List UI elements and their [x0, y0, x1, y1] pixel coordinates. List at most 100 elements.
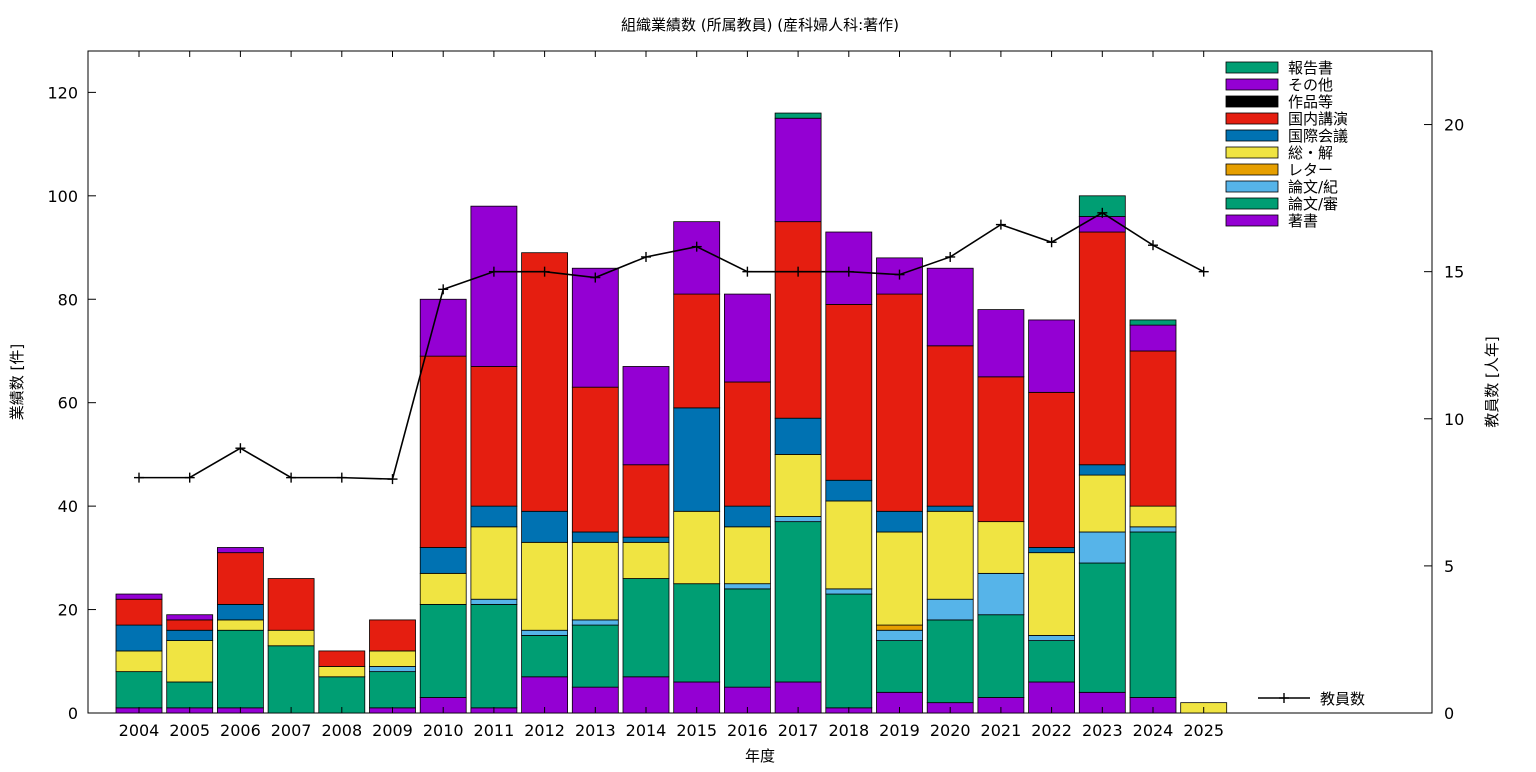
bar-segment-2020-その他	[926, 267, 974, 347]
line-point-2019	[894, 269, 905, 280]
line-point-2023	[1097, 207, 1108, 218]
bar-segment-2011-国内講演	[470, 366, 518, 507]
bar-segment-2020-国内講演	[926, 345, 974, 507]
x-tick-label: 2024	[1133, 721, 1174, 740]
line-point-2011	[488, 266, 499, 277]
line-point-2009	[387, 474, 398, 485]
bar-segment-2007-論文/審	[267, 645, 315, 714]
bar-segment-2019-総・解	[876, 531, 923, 626]
y2-tick-label: 0	[1444, 704, 1454, 723]
bar-segment-2013-国内講演	[571, 386, 619, 533]
line-point-2012	[539, 266, 550, 277]
legend-item-論文/紀: 論文/紀	[1225, 178, 1338, 196]
bar-segment-2018-論文/審	[825, 593, 873, 709]
x-tick-label: 2007	[271, 721, 312, 740]
bar-segment-2007-総・解	[267, 629, 315, 647]
legend-swatch	[1225, 146, 1279, 159]
bar-segment-2019-国際会議	[876, 510, 923, 533]
y-tick-label: 40	[58, 497, 78, 516]
axes-group: 0 20 40 60 80 100 120 0 5 10 15 20 2004 2005 2006 2007 2…	[47, 51, 1464, 740]
bar-segment-2011-国際会議	[470, 505, 518, 528]
bar-segment-2009-総・解	[369, 650, 416, 667]
y2-axis-label: 教員数 [人年]	[1483, 336, 1501, 427]
y-axis-label: 業績数 [件]	[8, 344, 26, 420]
x-tick-label: 2010	[423, 721, 464, 740]
legend-label: 論文/紀	[1288, 178, 1338, 196]
legend-swatch	[1225, 112, 1279, 125]
bar-segment-2008-総・解	[318, 666, 366, 678]
bar-segment-2017-論文/紀	[774, 516, 822, 523]
x-tick-label: 2005	[169, 721, 210, 740]
bars-group	[115, 112, 1228, 714]
line-point-2008	[336, 472, 347, 483]
bar-segment-2012-論文/紀	[521, 629, 568, 636]
legend-item-著書: 著書	[1225, 212, 1318, 230]
bar-segment-2014-その他	[622, 366, 670, 466]
legend-swatch	[1225, 163, 1279, 176]
bar-segment-2006-総・解	[216, 619, 264, 631]
bar-segment-2004-国内講演	[115, 598, 163, 626]
bar-segment-2023-論文/審	[1078, 562, 1126, 693]
legend-swatch	[1225, 95, 1279, 108]
bar-segment-2011-総・解	[470, 526, 518, 600]
bar-segment-2017-その他	[774, 117, 822, 223]
bar-segment-2021-国内講演	[977, 376, 1025, 523]
line-point-2022	[1046, 237, 1057, 248]
line-point-2016	[742, 266, 753, 277]
bar-segment-2014-論文/審	[622, 578, 670, 678]
bar-segment-2018-総・解	[825, 500, 873, 590]
bar-segment-2023-論文/紀	[1078, 531, 1126, 564]
bar-segment-2013-総・解	[571, 541, 619, 621]
y-tick-label: 60	[58, 394, 78, 413]
bar-segment-2023-総・解	[1078, 474, 1126, 533]
bar-segment-2007-国内講演	[267, 578, 315, 631]
legend-swatch	[1225, 197, 1279, 210]
bar-segment-2022-国際会議	[1028, 547, 1075, 554]
bar-segment-2020-論文/審	[926, 619, 974, 704]
bar-segment-2009-国内講演	[369, 619, 416, 652]
bar-segment-2014-国際会議	[622, 536, 670, 543]
line-point-2020	[945, 251, 956, 262]
bar-segment-2023-その他	[1078, 216, 1126, 233]
line-point-2014	[641, 251, 651, 262]
legend-label: 作品等	[1288, 93, 1333, 111]
bar-segment-2012-国際会議	[521, 510, 568, 543]
legend-swatch	[1225, 214, 1279, 227]
bar-segment-2021-総・解	[977, 521, 1025, 574]
bar-segment-2012-国内講演	[521, 252, 568, 512]
bar-segment-2006-国際会議	[216, 603, 264, 621]
legend-label: 論文/審	[1288, 195, 1338, 213]
x-tick-label: 2006	[220, 721, 261, 740]
bar-segment-2022-その他	[1028, 319, 1075, 393]
y-tick-label: 100	[47, 187, 78, 206]
bar-segment-2022-総・解	[1028, 552, 1075, 636]
bar-segment-2018-論文/紀	[825, 588, 873, 595]
legend-item-レター: レター	[1225, 161, 1333, 179]
bar-segment-2016-国際会議	[724, 505, 771, 528]
x-tick-label: 2016	[727, 721, 768, 740]
y2-tick-label: 5	[1444, 557, 1454, 576]
bar-segment-2020-総・解	[926, 510, 974, 600]
line-point-2015	[691, 241, 702, 252]
legend-item-その他: その他	[1225, 76, 1333, 94]
bar-segment-2017-論文/審	[774, 521, 822, 683]
bar-segment-2010-総・解	[419, 572, 467, 605]
bar-segment-2019-その他	[876, 257, 923, 295]
bar-segment-2011-論文/紀	[470, 598, 518, 605]
x-tick-label: 2022	[1031, 721, 1072, 740]
legend-item-総・解: 総・解	[1225, 144, 1333, 162]
bar-segment-2012-総・解	[521, 541, 568, 631]
bar-segment-2016-国内講演	[724, 381, 771, 507]
bar-segment-2014-国内講演	[622, 464, 670, 538]
y-tick-label: 120	[47, 83, 78, 102]
legend-item-報告書: 報告書	[1225, 59, 1333, 77]
line-point-2006	[235, 443, 246, 454]
bar-segment-2011-その他	[470, 205, 518, 367]
legend-label: 国際会議	[1288, 127, 1348, 145]
legend-item-line: 教員数	[1258, 690, 1365, 708]
legend-swatch	[1225, 129, 1279, 142]
x-tick-label: 2014	[626, 721, 667, 740]
line-point-2021	[995, 219, 1006, 230]
